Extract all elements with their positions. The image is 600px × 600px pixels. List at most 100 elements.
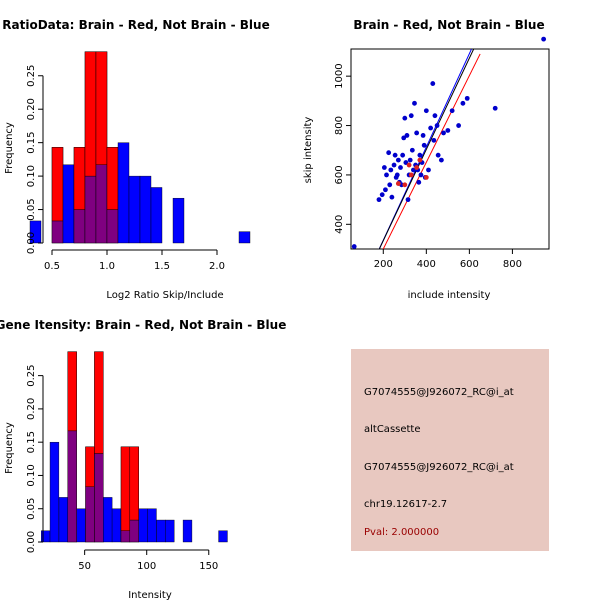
not-brain-point [387, 182, 393, 188]
not-brain-point [426, 167, 431, 173]
not-brain-point [460, 100, 466, 106]
not-brain-bar [128, 175, 141, 244]
intensity-histogram-ylabel: Frequency [4, 422, 15, 474]
info-pval: Pval: 2.000000 [364, 527, 440, 538]
scatter-axes: 200 400 600 800 400 600 800 1000 [334, 63, 522, 270]
ratio-histogram-xlabel: Log2 Ratio Skip/Include [106, 290, 223, 301]
not-brain-point [383, 187, 388, 193]
not-brain-bar [150, 187, 163, 244]
overlap-bar [51, 220, 64, 244]
not-brain-bar [62, 164, 75, 244]
not-brain-point [394, 172, 400, 178]
not-brain-point [409, 147, 415, 153]
brain-bar-excess [51, 147, 64, 222]
not-brain-point [416, 179, 422, 185]
not-brain-bar [156, 519, 166, 543]
not-brain-point [389, 194, 395, 200]
brain-point [408, 172, 414, 178]
not-brain-bar [111, 508, 122, 543]
scatter-plot-frame [350, 48, 550, 250]
not-brain-point [379, 192, 385, 198]
y-tick-label: 400 [334, 215, 345, 234]
overlap-bar [85, 486, 95, 543]
not-brain-point [392, 152, 398, 158]
not-brain-bar [103, 497, 113, 543]
brain-point [414, 165, 420, 170]
overlap-bar [95, 164, 108, 244]
not-brain-point [400, 152, 406, 158]
gene-info-box: G7074555@J926072_RC@i_at altCassette G70… [351, 349, 549, 551]
intensity-histogram-axes: 0.00 0.05 0.10 0.15 0.20 0.25 50 100 150 [26, 364, 218, 572]
x-tick-label: 150 [199, 561, 218, 572]
overlap-bar [120, 530, 131, 543]
brain-bar-excess [129, 446, 139, 521]
scatter-xlabel: include intensity [408, 290, 491, 301]
identity-line [378, 49, 475, 249]
overlap-bar [94, 453, 104, 543]
not-brain-bar [76, 508, 86, 543]
not-brain-point [438, 157, 444, 163]
not-brain-point [412, 100, 417, 106]
not-brain-point [386, 150, 392, 156]
brain-bar-excess [84, 51, 97, 177]
not-brain-point [430, 81, 436, 86]
not-brain-point [417, 152, 423, 158]
not-brain-point [441, 130, 446, 136]
intensity-histogram-bars [41, 351, 228, 543]
brain-point [417, 157, 423, 163]
y-tick-label: 0.00 [26, 232, 37, 254]
intensity-histogram-xlabel: Intensity [128, 590, 172, 600]
not-brain-point [402, 115, 408, 121]
intensity-histogram-title: Gene Itensity: Brain - Red, Not Brain - … [0, 318, 286, 332]
y-tick-label: 0.25 [26, 65, 37, 87]
not-brain-point [434, 123, 440, 128]
scatter-ylabel: skip intensity [303, 117, 314, 184]
x-tick-label: 1.5 [154, 261, 170, 272]
info-locus: chr19.12617-2.7 [364, 499, 448, 510]
x-tick-label: 0.5 [44, 261, 60, 272]
not-brain-point [351, 244, 357, 249]
info-probe-id-2: G7074555@J926072_RC@i_at [364, 462, 514, 473]
brain-bar-excess [106, 147, 119, 210]
not-brain-point [423, 108, 429, 114]
scatter-points [351, 36, 547, 249]
not-brain-point [432, 113, 438, 119]
info-event-type: altCassette [364, 424, 421, 435]
not-brain-bar [238, 231, 251, 244]
brain-bar-excess [67, 351, 77, 432]
x-tick-label: 50 [78, 561, 91, 572]
brain-bar-excess [94, 351, 104, 454]
brain-point [406, 162, 412, 168]
not-brain-bar [165, 519, 175, 543]
x-tick-label: 800 [503, 259, 522, 270]
y-tick-label: 0.10 [26, 165, 37, 187]
not-brain-point [405, 197, 411, 203]
not-brain-point [541, 36, 547, 42]
ratio-histogram-panel: RatioData: Brain - Red, Not Brain - Blue… [2, 18, 269, 301]
y-tick-label: 0.20 [26, 98, 37, 120]
ratio-histogram-axes: 0.00 0.05 0.10 0.15 0.20 0.25 0.5 1.0 1.5 2.0 [26, 65, 225, 272]
not-brain-point [492, 105, 498, 111]
x-tick-label: 1.0 [99, 261, 115, 272]
y-tick-label: 0.00 [26, 531, 37, 553]
brain-point [395, 181, 401, 186]
not-brain-point [381, 165, 387, 170]
brain-bar-excess [120, 446, 131, 531]
not-brain-bar [182, 519, 193, 543]
not-brain-point [421, 142, 427, 148]
not-brain-point [449, 108, 455, 114]
not-brain-bar [29, 220, 42, 244]
not-brain-point [376, 197, 382, 203]
not-brain-point [388, 167, 394, 173]
scatter-fit-lines [378, 49, 481, 249]
y-tick-label: 800 [334, 116, 345, 135]
y-tick-label: 1000 [334, 63, 345, 88]
overlap-bar [106, 209, 119, 244]
not-brain-bar [138, 508, 148, 543]
not-brain-point [428, 125, 434, 131]
overlap-bar [129, 519, 139, 543]
overlap-bar [67, 430, 77, 543]
not-brain-point [404, 133, 410, 138]
not-brain-bar [172, 197, 185, 244]
